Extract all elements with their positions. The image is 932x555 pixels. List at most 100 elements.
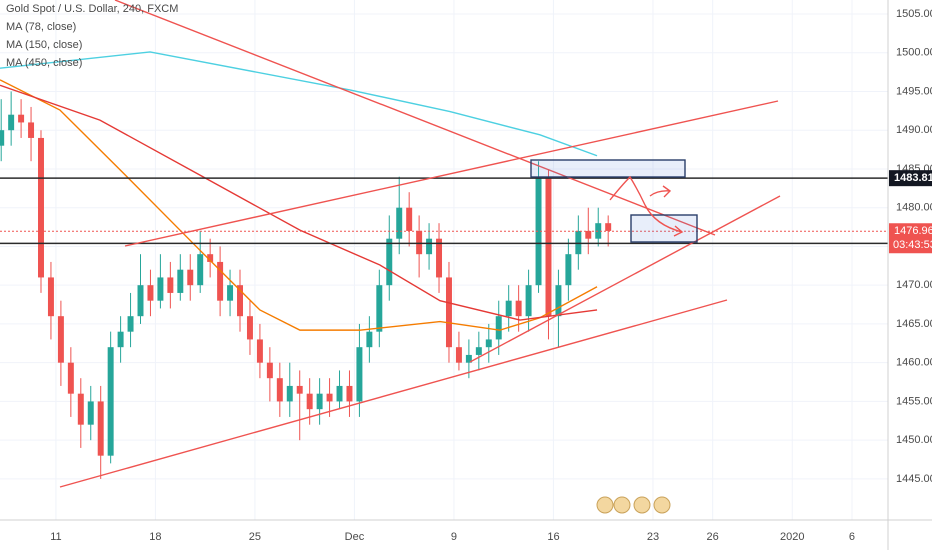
y-tick-label: 1445.00 bbox=[896, 473, 932, 485]
candle-body bbox=[276, 378, 283, 402]
candle-body bbox=[57, 316, 64, 363]
level-tag bbox=[889, 170, 932, 187]
y-tick-label: 1465.00 bbox=[896, 318, 932, 330]
zone-box bbox=[630, 214, 698, 243]
zone-box bbox=[530, 159, 686, 178]
candle-body bbox=[575, 230, 582, 255]
legend: Gold Spot / U.S. Dollar, 240, FXCM MA (7… bbox=[6, 3, 178, 69]
candle-body bbox=[67, 362, 74, 394]
candle-body bbox=[177, 269, 184, 293]
candle-body bbox=[525, 285, 532, 317]
trend-line bbox=[469, 195, 781, 363]
candle-body bbox=[445, 277, 452, 348]
candle-body bbox=[38, 137, 44, 278]
chart-title: Gold Spot / U.S. Dollar, 240, FXCM bbox=[6, 3, 178, 15]
arrow-path bbox=[644, 204, 684, 237]
candle-body bbox=[77, 393, 84, 425]
candle-body bbox=[296, 385, 303, 394]
x-tick-label: 25 bbox=[249, 531, 261, 543]
y-tick-label: 1450.00 bbox=[896, 434, 932, 446]
candle-body bbox=[465, 354, 472, 363]
candle-body bbox=[565, 254, 572, 286]
trend-line bbox=[114, 0, 716, 236]
last-price-tag bbox=[889, 223, 932, 254]
candle-body bbox=[436, 238, 443, 278]
candle-body bbox=[18, 114, 25, 123]
candle-body bbox=[555, 285, 562, 317]
candle-body bbox=[246, 316, 253, 340]
x-tick-label: 23 bbox=[647, 531, 659, 543]
y-tick-label: 1470.00 bbox=[896, 279, 932, 291]
candle-body bbox=[47, 277, 54, 317]
y-tick-label: 1460.00 bbox=[896, 357, 932, 369]
legend-entry: MA (78, close) bbox=[6, 21, 76, 33]
event-icon bbox=[653, 496, 671, 514]
x-tick-label: 16 bbox=[547, 531, 559, 543]
x-tick-label: 2020 bbox=[780, 531, 804, 543]
x-tick-label: 9 bbox=[451, 531, 457, 543]
candle-body bbox=[0, 130, 5, 146]
candle-body bbox=[147, 285, 154, 301]
candle-body bbox=[187, 269, 194, 286]
ma-line bbox=[0, 79, 598, 331]
level-label: 1483.81 bbox=[894, 172, 932, 184]
candle-body bbox=[475, 347, 482, 355]
ma-line bbox=[0, 51, 598, 157]
candle-body bbox=[137, 285, 144, 317]
events bbox=[596, 496, 671, 514]
x-tick-label: 11 bbox=[50, 531, 61, 543]
candle-body bbox=[346, 385, 353, 402]
candle-body bbox=[316, 393, 323, 410]
last-price-label: 1476.96 bbox=[894, 225, 932, 237]
candle-body bbox=[117, 331, 124, 348]
candle-body bbox=[406, 207, 413, 231]
candle-body bbox=[605, 223, 612, 231]
event-icon bbox=[613, 496, 631, 514]
event-icon bbox=[633, 496, 651, 514]
candle-body bbox=[336, 385, 343, 402]
candle-body bbox=[416, 230, 423, 255]
candle-body bbox=[266, 362, 273, 379]
candle-body bbox=[237, 285, 243, 317]
x-tick-label: 18 bbox=[149, 531, 161, 543]
candle-body bbox=[87, 401, 94, 425]
candle-body bbox=[495, 316, 502, 340]
plot bbox=[0, 51, 888, 479]
candle-body bbox=[485, 339, 492, 348]
event-icon bbox=[596, 496, 614, 514]
y-tick-label: 1500.00 bbox=[896, 47, 932, 59]
candle-body bbox=[455, 347, 462, 363]
x-tick-label: 26 bbox=[707, 531, 719, 543]
candle-body bbox=[127, 316, 134, 332]
candle-body bbox=[386, 238, 393, 286]
drawings bbox=[59, 0, 781, 488]
y-tick-label: 1480.00 bbox=[896, 202, 932, 214]
candle-body bbox=[356, 347, 363, 402]
legend-entry: MA (450, close) bbox=[6, 57, 82, 69]
ma-line bbox=[0, 84, 598, 321]
y-tick-label: 1495.00 bbox=[896, 85, 932, 97]
candle-body bbox=[157, 277, 164, 301]
candle-body bbox=[396, 207, 403, 239]
y-tick-label: 1455.00 bbox=[896, 395, 932, 407]
candle-body bbox=[535, 176, 542, 286]
candle-body bbox=[326, 393, 333, 402]
candle-body bbox=[8, 114, 15, 131]
arrow-path bbox=[609, 175, 646, 206]
legend-entry: MA (150, close) bbox=[6, 39, 82, 51]
candle-body bbox=[167, 277, 174, 293]
candle-body bbox=[217, 261, 224, 301]
candle-body bbox=[256, 339, 263, 363]
candle-body bbox=[227, 285, 234, 301]
candle-body bbox=[426, 238, 433, 255]
candle-body bbox=[286, 385, 293, 402]
candle-body bbox=[585, 230, 592, 239]
y-tick-label: 1490.00 bbox=[896, 124, 932, 136]
candle-body bbox=[28, 122, 35, 138]
candle-body bbox=[515, 300, 522, 317]
arrow-path bbox=[649, 185, 672, 198]
y-tick-label: 1505.00 bbox=[896, 8, 932, 20]
candle-body bbox=[107, 347, 114, 456]
